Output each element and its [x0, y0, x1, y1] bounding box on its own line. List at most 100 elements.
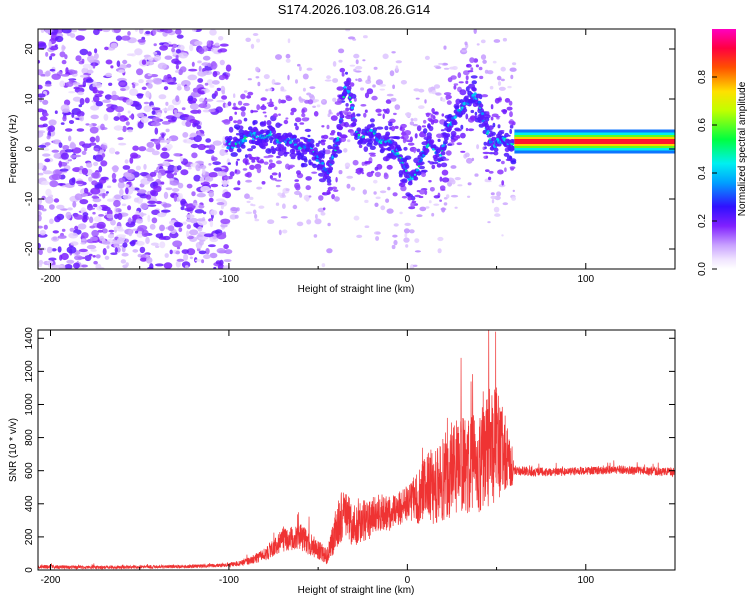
spectrogram-blob — [38, 84, 43, 90]
spectrogram-blob — [89, 253, 93, 257]
spectrogram-blob — [412, 264, 418, 267]
spectrogram-blob — [61, 228, 66, 232]
spectrogram-blob — [462, 108, 468, 113]
spectrogram-blob — [50, 264, 60, 269]
spectrogram-blob — [222, 179, 228, 187]
spectrogram-blob — [271, 129, 277, 134]
spectrogram-blob — [502, 37, 507, 42]
spectrogram-blob — [427, 135, 432, 140]
colorbar-gradient — [712, 29, 736, 269]
spectrogram-blob — [362, 189, 367, 195]
spectrogram-blob — [357, 78, 362, 82]
spectrogram-blob — [128, 229, 133, 237]
spectrogram-blob — [59, 80, 66, 88]
spectrogram-blob — [57, 235, 67, 239]
spectrogram-blob — [107, 198, 115, 202]
spectrogram-blob — [96, 221, 106, 229]
spectrogram-band — [514, 139, 675, 144]
spectrogram-blob — [244, 193, 250, 199]
spectrogram-blob — [234, 169, 238, 174]
spectrogram-blob — [496, 158, 501, 162]
spectrogram-blob — [215, 260, 222, 265]
spectrogram-blob — [49, 204, 55, 210]
spectrogram-blob — [127, 31, 131, 36]
spectrogram-blob — [96, 205, 103, 211]
spectrogram-blob — [153, 43, 157, 47]
spectrogram-blob — [476, 144, 480, 150]
spectrogram-blob — [68, 120, 75, 124]
spectrogram-blob — [336, 138, 340, 142]
spectrogram-blob — [177, 44, 185, 51]
spectrogram-blob — [128, 217, 132, 224]
spectrogram-blob — [437, 157, 443, 162]
spectrogram-blob — [320, 139, 327, 143]
spectrogram-blob — [107, 233, 115, 239]
spectrogram-blob — [445, 94, 450, 100]
spectrogram-xtick-label: 100 — [577, 274, 594, 285]
spectrogram-blob — [79, 115, 84, 122]
spectrogram-blob — [173, 221, 181, 228]
spectrogram-blob — [101, 228, 108, 234]
spectrogram-blob — [433, 84, 441, 89]
spectrogram-blob — [452, 66, 458, 70]
spectrogram-blob — [212, 140, 222, 146]
spectrogram-blob — [93, 53, 99, 60]
spectrogram-blob — [346, 183, 351, 189]
spectrogram-blob — [428, 180, 432, 183]
spectrogram-blob — [130, 152, 139, 159]
spectrogram-blob — [194, 40, 203, 46]
spectrogram-blob — [363, 112, 367, 118]
spectrogram-blob — [121, 246, 126, 253]
spectrogram-blob — [137, 213, 147, 216]
spectrogram-blob — [215, 106, 223, 113]
spectrogram-blob — [256, 167, 262, 174]
spectrogram-blob — [224, 249, 233, 255]
spectrogram-blob — [425, 206, 430, 209]
spectrogram-blob — [151, 107, 161, 111]
spectrogram-blob — [299, 66, 302, 72]
spectrogram-xtick-label: -200 — [40, 274, 60, 285]
spectrogram-blob — [425, 112, 430, 118]
spectrogram-blob — [151, 217, 158, 224]
spectrogram-blob — [226, 146, 230, 150]
spectrogram-blob — [350, 106, 354, 110]
spectrogram-blob — [42, 99, 49, 105]
spectrogram-blob — [306, 117, 310, 120]
spectrogram-blob — [98, 90, 104, 95]
spectrogram-blob — [189, 103, 199, 110]
spectrogram-blob — [326, 248, 333, 254]
spectrogram-blob — [451, 179, 456, 185]
spectrogram-blob — [180, 169, 189, 176]
spectrogram-blob — [285, 53, 291, 59]
spectrogram-blob — [84, 254, 92, 262]
spectrogram-blob — [301, 108, 305, 114]
spectrogram-blob — [76, 110, 85, 118]
spectrogram-blob — [166, 172, 174, 179]
spectrogram-blob — [478, 103, 484, 108]
spectrogram-blob — [82, 63, 92, 69]
spectrogram-blob — [256, 38, 261, 43]
spectrogram-blob — [343, 148, 348, 153]
spectrogram-blob — [147, 177, 154, 182]
spectrogram-blob — [500, 78, 505, 82]
spectrogram-blob — [169, 179, 180, 186]
spectrogram-blob — [66, 246, 77, 254]
spectrogram-blob — [443, 92, 452, 96]
spectrogram-blob — [440, 162, 448, 168]
spectrogram-blob — [145, 194, 152, 200]
spectrogram-blob — [186, 183, 193, 189]
spectrogram-blob — [322, 147, 326, 154]
spectrogram-blob — [165, 143, 173, 150]
spectrogram-blob — [243, 90, 248, 93]
spectrogram-blob — [146, 141, 155, 148]
spectrogram-blob — [509, 111, 513, 118]
spectrogram-blob — [255, 76, 260, 79]
spectrogram-blob — [282, 203, 286, 209]
spectrogram-blob — [104, 94, 112, 100]
spectrogram-blob — [486, 130, 490, 134]
spectrogram-blob — [113, 116, 120, 121]
spectrogram-blob — [109, 147, 116, 154]
spectrogram-blob — [263, 142, 269, 147]
spectrogram-blob — [161, 133, 165, 139]
spectrogram-blob — [309, 143, 315, 148]
